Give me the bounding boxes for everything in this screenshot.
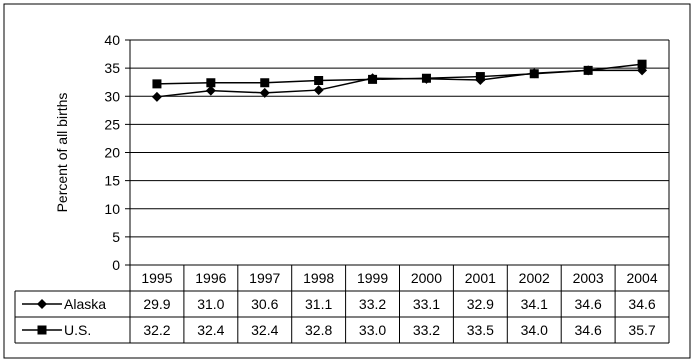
- data-point: [313, 85, 324, 96]
- data-label: 32.2: [143, 322, 170, 338]
- data-label: 33.5: [467, 322, 494, 338]
- data-point: [260, 78, 270, 88]
- x-tick-label: 1995: [141, 270, 172, 286]
- y-tick-label: 40: [104, 32, 120, 48]
- x-tick-label: 2001: [465, 270, 496, 286]
- legend-series-name: U.S.: [64, 322, 91, 338]
- data-point: [583, 65, 593, 75]
- y-tick-label: 15: [104, 173, 120, 189]
- legend-key-marker: [37, 325, 47, 335]
- y-tick-label: 10: [104, 201, 120, 217]
- data-label: 32.9: [467, 296, 494, 312]
- gridlines: [130, 39, 669, 238]
- data-table: 1995 1996 1997 1998 1999 2000 2001 2002 2003 2004…: [14, 265, 670, 344]
- data-point: [421, 73, 431, 83]
- y-tick-label: 5: [112, 229, 120, 245]
- x-tick-label: 1998: [303, 270, 334, 286]
- x-tick-label: 2003: [573, 270, 604, 286]
- y-tick-label: 30: [104, 88, 120, 104]
- data-point: [152, 79, 162, 89]
- data-label: 33.2: [413, 322, 440, 338]
- data-point: [151, 91, 162, 102]
- data-label: 34.1: [521, 296, 548, 312]
- data-label: 35.7: [628, 322, 655, 338]
- data-point: [314, 76, 324, 85]
- data-point: [368, 74, 378, 84]
- y-tick-label: 25: [104, 116, 120, 132]
- series-line-1: [156, 63, 643, 85]
- data-label: 34.6: [575, 322, 602, 338]
- data-point: [259, 87, 270, 98]
- x-tick-label: 2004: [626, 270, 657, 286]
- x-tick-label: 1996: [195, 270, 226, 286]
- legend-series-name: Alaska: [64, 296, 106, 312]
- data-point: [205, 85, 216, 96]
- data-label: 34.0: [521, 322, 548, 338]
- y-tick-label: 35: [104, 60, 120, 76]
- data-point: [529, 69, 539, 79]
- data-label: 33.2: [359, 296, 386, 312]
- x-tick-label: 1997: [249, 270, 280, 286]
- x-tick-label: 2000: [411, 270, 442, 286]
- data-point: [637, 59, 647, 69]
- data-label: 32.8: [305, 322, 332, 338]
- data-point: [206, 78, 216, 88]
- data-label: 32.4: [251, 322, 278, 338]
- axes: 0 5 10 15 20 25 30 35 40: [104, 32, 670, 273]
- legend-key-marker: [37, 299, 47, 309]
- x-tick-label: 1999: [357, 270, 388, 286]
- data-label: 31.0: [197, 296, 224, 312]
- data-label: 32.4: [197, 322, 224, 338]
- data-point: [475, 72, 485, 82]
- data-label: 33.0: [359, 322, 386, 338]
- series-lines: [151, 59, 648, 102]
- y-tick-label: 0: [112, 257, 120, 273]
- data-label: 30.6: [251, 296, 278, 312]
- data-label: 34.6: [575, 296, 602, 312]
- y-tick-label: 20: [104, 145, 120, 161]
- data-label: 33.1: [413, 296, 440, 312]
- data-label: 31.1: [305, 296, 332, 312]
- data-label: 34.6: [628, 296, 655, 312]
- x-tick-label: 2002: [519, 270, 550, 286]
- y-axis-label: Percent of all births: [54, 93, 70, 213]
- data-label: 29.9: [143, 296, 170, 312]
